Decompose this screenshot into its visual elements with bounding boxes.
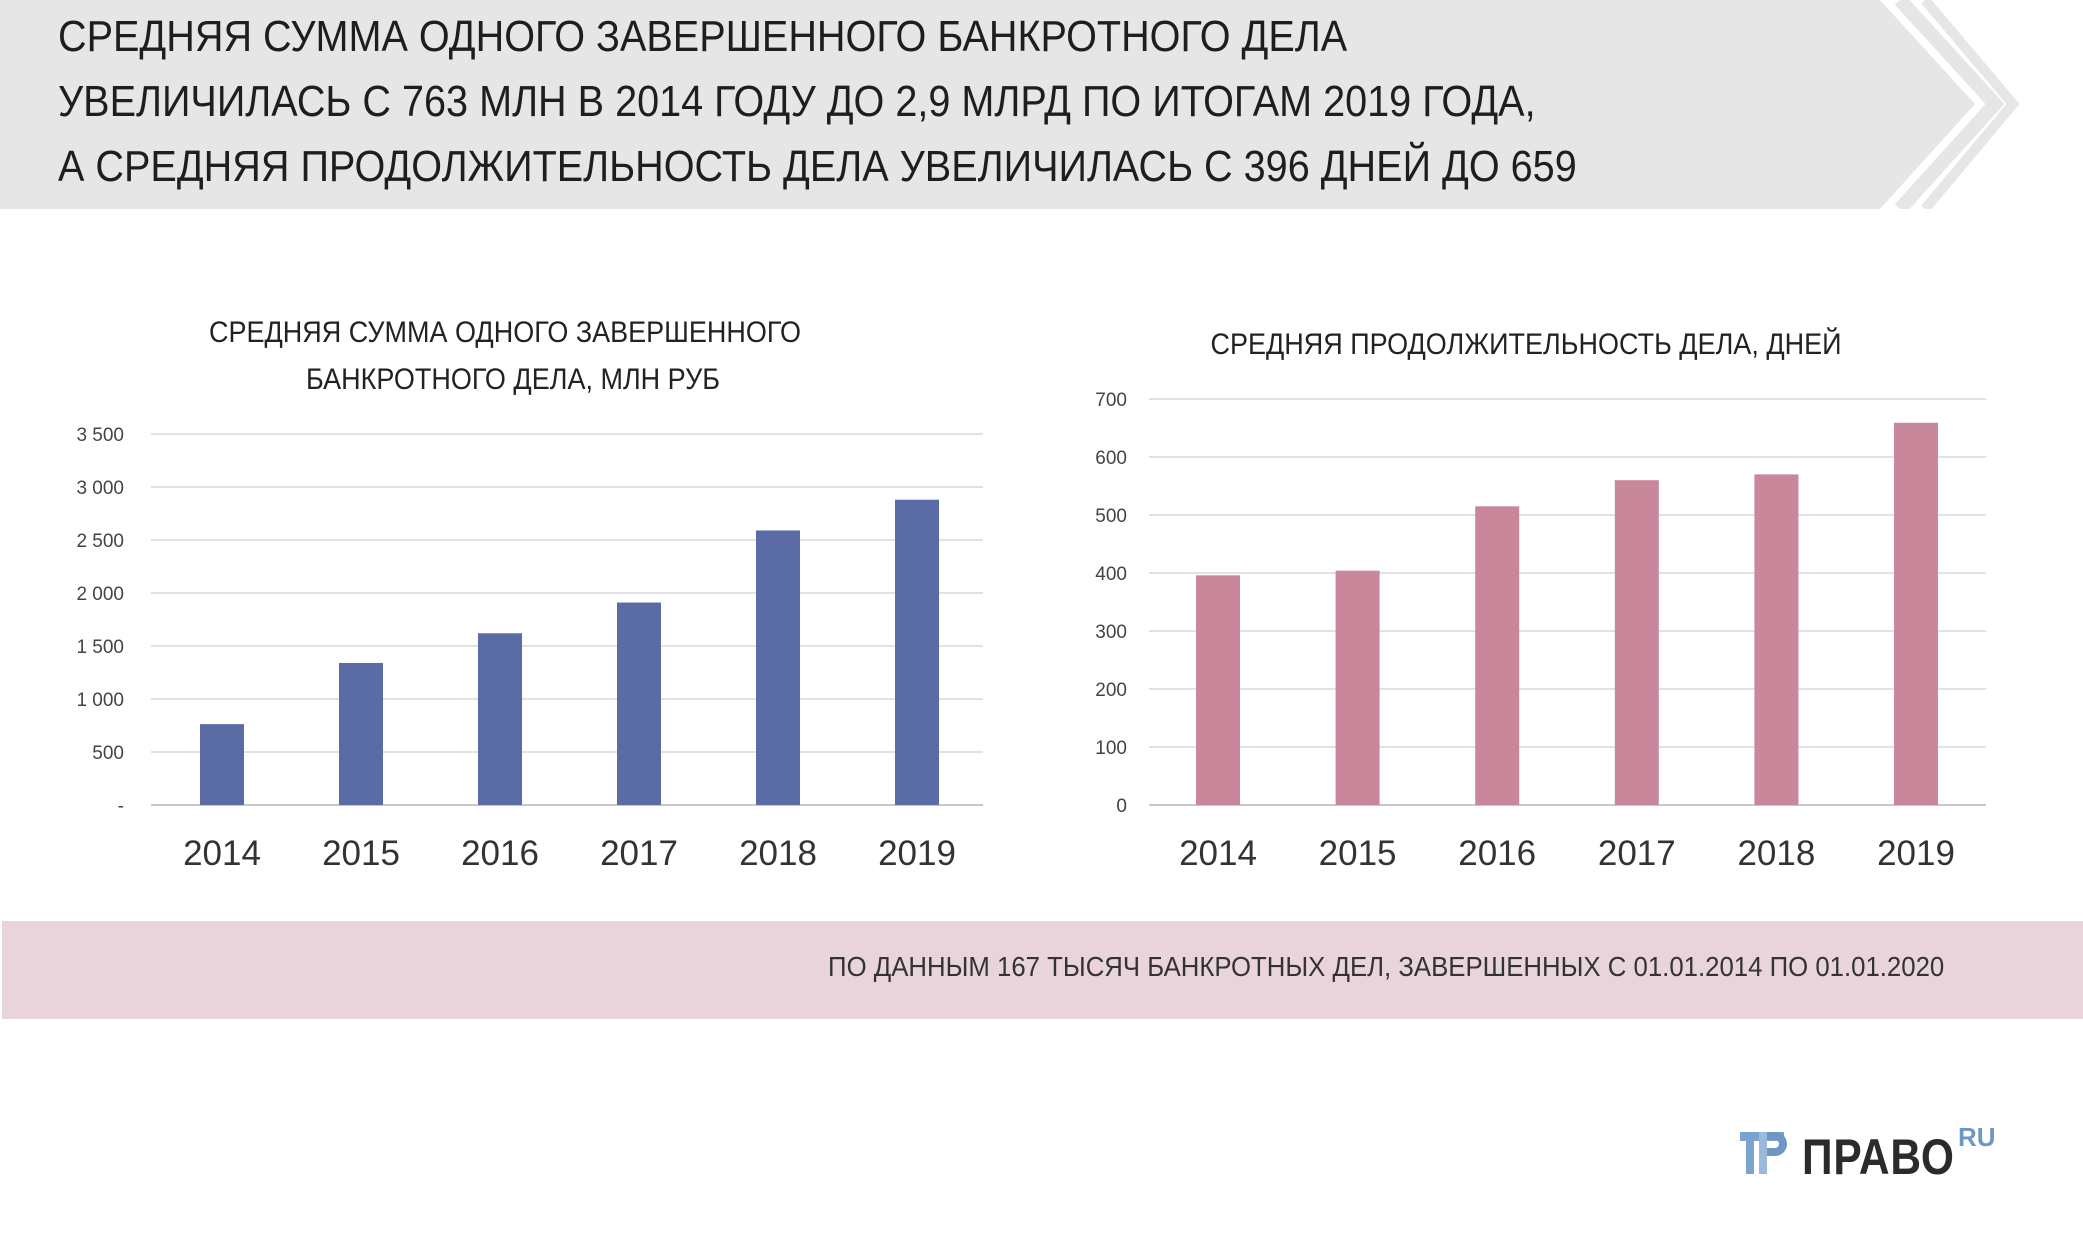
header-background <box>0 0 2020 209</box>
footer-band: ПО ДАННЫМ 167 ТЫСЯЧ БАНКРОТНЫХ ДЕЛ, ЗАВЕ… <box>2 921 2083 1019</box>
chart1-xtick-label: 2016 <box>461 834 539 873</box>
chart1-ytick-label: 500 <box>92 743 124 764</box>
chart2-xtick-label: 2017 <box>1598 834 1676 873</box>
chart2-xtick-label: 2018 <box>1737 834 1815 873</box>
chart2-ytick-label: 100 <box>1095 738 1127 759</box>
chart2-ytick-label: 300 <box>1095 622 1127 643</box>
chart1-ytick-label: 2 000 <box>76 584 124 605</box>
chart2-bar-2019 <box>1894 422 1938 805</box>
chart2-xtick-label: 2019 <box>1877 834 1955 873</box>
chart1-title-line-1: СРЕДНЯЯ СУММА ОДНОГО ЗАВЕРШЕННОГО <box>208 316 802 349</box>
chart2-bar-2018 <box>1754 474 1799 805</box>
chart1-bar-2015 <box>339 662 383 805</box>
chart1-ytick-label: - <box>118 796 124 817</box>
chart1-xtick-label: 2017 <box>600 834 678 873</box>
chart1-bar-2016 <box>478 633 522 805</box>
chart1-bar-2018 <box>756 530 800 805</box>
chart1-bar-2019 <box>895 499 939 805</box>
chart2-ytick-label: 200 <box>1095 680 1127 701</box>
chart2-ytick-label: 0 <box>1116 796 1127 817</box>
chart2-bar-2017 <box>1614 480 1659 805</box>
chart1-title-line-2: БАНКРОТНОГО ДЕЛА, МЛН РУБ <box>306 363 720 396</box>
chart2-xtick-label: 2015 <box>1319 834 1397 873</box>
headline-line-2: УВЕЛИЧИЛАСЬ С 763 МЛН В 2014 ГОДУ ДО 2,9… <box>58 77 1536 126</box>
footer-note: ПО ДАННЫМ 167 ТЫСЯЧ БАНКРОТНЫХ ДЕЛ, ЗАВЕ… <box>827 951 1944 982</box>
chart2-ytick-label: 700 <box>1095 390 1127 411</box>
logo-word: ПРАВО <box>1802 1129 1955 1185</box>
pravo-ru-logo: ПРАВО RU <box>1740 1122 1996 1185</box>
chart1-ytick-label: 2 500 <box>76 531 124 552</box>
chart2-xtick-label: 2014 <box>1179 834 1257 873</box>
chart1-xtick-label: 2014 <box>183 834 261 873</box>
chart1-ytick-label: 3 500 <box>76 425 124 446</box>
chart2-ytick-label: 400 <box>1095 564 1127 585</box>
chart1-bar-2017 <box>617 602 661 805</box>
chart2-xtick-label: 2016 <box>1458 834 1536 873</box>
chart2-ytick-label: 500 <box>1095 506 1127 527</box>
chart2-title: СРЕДНЯЯ ПРОДОЛЖИТЕЛЬНОСТЬ ДЕЛА, ДНЕЙ <box>1210 328 1842 361</box>
chart1-ytick-label: 1 000 <box>76 690 124 711</box>
chart1-ytick-label: 3 000 <box>76 478 124 499</box>
chart1-xtick-label: 2018 <box>739 834 817 873</box>
header-banner: СРЕДНЯЯ СУММА ОДНОГО ЗАВЕРШЕННОГО БАНКРО… <box>0 0 2083 209</box>
chart2-bar-2016 <box>1475 506 1520 805</box>
logo-suffix: RU <box>1958 1122 1996 1152</box>
headline-line-3: А СРЕДНЯЯ ПРОДОЛЖИТЕЛЬНОСТЬ ДЕЛА УВЕЛИЧИ… <box>58 142 1577 191</box>
chart2-bar-2015 <box>1335 570 1380 805</box>
chart2-ytick-label: 600 <box>1095 448 1127 469</box>
headline-line-1: СРЕДНЯЯ СУММА ОДНОГО ЗАВЕРШЕННОГО БАНКРО… <box>58 12 1348 61</box>
chart1-xtick-label: 2019 <box>878 834 956 873</box>
chart1-ytick-label: 1 500 <box>76 637 124 658</box>
chart1-xtick-label: 2015 <box>322 834 400 873</box>
logo-mark-icon <box>1740 1132 1787 1174</box>
chart1-bar-2014 <box>200 724 244 805</box>
chart2-bar-2014 <box>1196 575 1240 805</box>
